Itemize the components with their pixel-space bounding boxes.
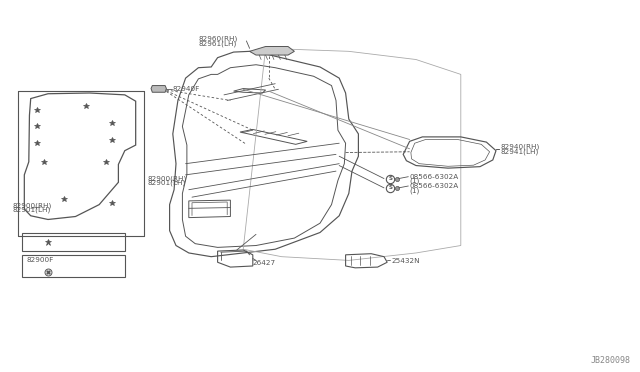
Polygon shape: [151, 86, 166, 92]
Text: 82901(LH): 82901(LH): [13, 207, 51, 214]
Text: 82941(LH): 82941(LH): [500, 148, 539, 155]
Text: (1): (1): [410, 187, 420, 194]
Text: 82940(RH): 82940(RH): [500, 144, 540, 150]
Text: 82900(RH): 82900(RH): [13, 202, 52, 209]
Text: 82940F: 82940F: [173, 86, 200, 92]
Text: 82900F: 82900F: [27, 257, 54, 263]
Text: 26427: 26427: [253, 260, 276, 266]
Text: 82961(LH): 82961(LH): [198, 41, 237, 47]
Text: S: S: [388, 185, 392, 190]
Text: S: S: [388, 176, 392, 181]
Text: (1): (1): [410, 178, 420, 185]
Polygon shape: [250, 46, 294, 55]
FancyBboxPatch shape: [22, 255, 125, 277]
Text: 82901(LH): 82901(LH): [147, 180, 186, 186]
Text: JB280098: JB280098: [590, 356, 630, 365]
Text: 08566-6302A: 08566-6302A: [410, 183, 459, 189]
Text: 25432N: 25432N: [392, 258, 420, 264]
Text: 82900(RH): 82900(RH): [147, 175, 186, 182]
Text: 08566-6302A: 08566-6302A: [410, 174, 459, 180]
FancyBboxPatch shape: [22, 232, 125, 251]
Text: 82960(RH): 82960(RH): [198, 36, 237, 42]
